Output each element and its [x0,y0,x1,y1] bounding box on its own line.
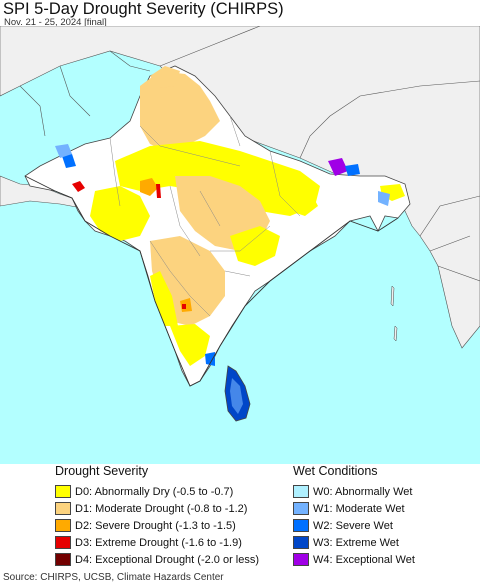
legend-item-w4: W4: Exceptional Wet [293,552,415,567]
w2-pakistan-north [62,154,76,168]
legend-item-d4: D4: Exceptional Drought (-2.0 or less) [55,552,259,567]
border-lines [19,26,480,282]
legend-swatch-d1 [55,502,71,515]
legend-label-w2: W2: Severe Wet [313,519,393,532]
map-canvas [0,26,480,464]
w1-bangladesh [378,191,390,206]
legend-label-d3: D3: Extreme Drought (-1.6 to -1.9) [75,536,242,549]
d1-kashmir [150,66,180,88]
legend-swatch-d0 [55,485,71,498]
legend-item-w3: W3: Extreme Wet [293,535,399,550]
d3-patch-rajasthan [156,184,161,198]
legend-swatch-w2 [293,519,309,532]
legend-item-d2: D2: Severe Drought (-1.3 to -1.5) [55,518,236,533]
w2-bhutan [345,164,360,176]
coastline [24,175,399,387]
w1-pakistan [55,144,72,158]
legend-swatch-d3 [55,536,71,549]
andaman-islands [390,285,398,342]
legend-label-w4: W4: Exceptional Wet [313,553,415,566]
d3-patch-pakistan [72,181,85,192]
legend-swatch-w0 [293,485,309,498]
d0-eastcoast [230,226,280,266]
legend-item-d1: D1: Moderate Drought (-0.8 to -1.2) [55,501,247,516]
legend-swatch-d4 [55,553,71,566]
d0-south [170,324,210,366]
source-credit: Source: CHIRPS, UCSB, Climate Hazards Ce… [3,572,224,583]
legend-label-d4: D4: Exceptional Drought (-2.0 or less) [75,553,260,566]
state-borders [109,115,301,317]
d2-patch-west [140,178,158,196]
legend-label-d2: D2: Severe Drought (-1.3 to -1.5) [75,519,236,532]
legend-item-w0: W0: Abnormally Wet [293,484,412,499]
legend-swatch-w3 [293,536,309,549]
legend-item-d0: D0: Abnormally Dry (-0.5 to -0.7) [55,484,233,499]
legend-item-d3: D3: Extreme Drought (-1.6 to -1.9) [55,535,242,550]
map-subtitle: Nov. 21 - 25, 2024 [final] [4,17,107,28]
legend-item-w2: W2: Severe Wet [293,518,393,533]
d0-deccan-edge [150,271,178,326]
legend-swatch-w4 [293,553,309,566]
legend-swatch-d2 [55,519,71,532]
w4-nepal-east [328,158,348,176]
legend-item-w1: W1: Moderate Wet [293,501,405,516]
d0-bihar [290,191,318,216]
drought-legend-heading: Drought Severity [55,464,149,478]
w2-tamilnadu [205,352,215,366]
legend-label-d0: D0: Abnormally Dry (-0.5 to -0.7) [75,485,234,498]
legend-label-w3: W3: Extreme Wet [313,536,399,549]
d1-northwest [140,71,220,151]
map-title: SPI 5-Day Drought Severity (CHIRPS) [3,0,284,18]
d0-gujarat [90,186,150,241]
legend-label-w0: W0: Abnormally Wet [313,485,413,498]
d3-patch-deccan [182,304,186,309]
drought-map [0,26,480,464]
legend-swatch-w1 [293,502,309,515]
sri-lanka-wet-core [230,378,243,414]
legend-label-w1: W1: Moderate Wet [313,502,405,515]
legend: Drought Severity Wet Conditions D0: Abno… [0,464,480,570]
wet-legend-heading: Wet Conditions [293,464,378,478]
legend-label-d1: D1: Moderate Drought (-0.8 to -1.2) [75,502,248,515]
